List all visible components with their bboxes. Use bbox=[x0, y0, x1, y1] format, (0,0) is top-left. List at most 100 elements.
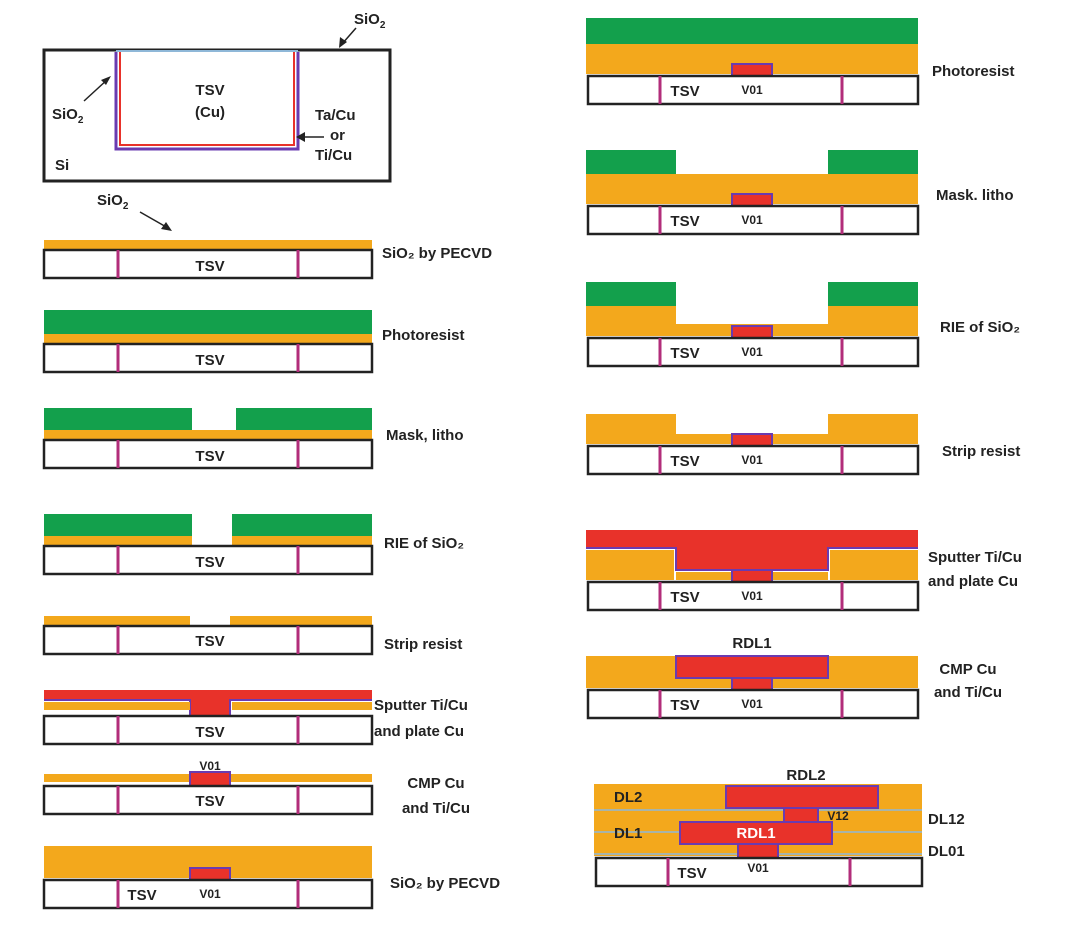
step-label: Photoresist bbox=[382, 327, 465, 344]
step-label: Mask, litho bbox=[386, 427, 464, 444]
via-label: V01 bbox=[741, 345, 763, 359]
copper-layer bbox=[586, 530, 918, 570]
step-label-2: and Ti/Cu bbox=[934, 684, 1002, 701]
silicon-block bbox=[42, 48, 392, 183]
photoresist-layer bbox=[44, 310, 372, 334]
left-step-8: TSV V01 SiO₂ by PECVD bbox=[42, 846, 500, 910]
photoresist-right bbox=[236, 408, 372, 430]
step-label: Strip resist bbox=[942, 443, 1020, 460]
left-step-5: TSV Strip resist bbox=[42, 616, 462, 656]
via-v01-label: V01 bbox=[747, 861, 769, 875]
photoresist-left bbox=[586, 282, 676, 306]
via-v01 bbox=[731, 569, 773, 583]
via-v01 bbox=[731, 193, 773, 207]
step-label: SiO₂ by PECVD bbox=[382, 245, 492, 262]
step-label: SiO₂ by PECVD bbox=[390, 875, 500, 892]
sio2-below-arrowhead bbox=[161, 222, 172, 231]
silicon-substrate bbox=[42, 544, 374, 576]
dl1-label: DL1 bbox=[614, 825, 642, 842]
step-label: Mask. litho bbox=[936, 187, 1014, 204]
via-v01 bbox=[737, 843, 779, 859]
tsv-label: TSV bbox=[670, 83, 699, 100]
sio2-left-label: SiO2 bbox=[52, 106, 84, 126]
photoresist-layer bbox=[586, 18, 918, 44]
step-label-1: Sputter Ti/Cu bbox=[374, 697, 468, 714]
tsv-label: TSV bbox=[670, 213, 699, 230]
right-step-4: TSV V01 Strip resist bbox=[586, 414, 1020, 476]
tsv-label: TSV bbox=[195, 82, 224, 99]
rdl2-label: RDL2 bbox=[786, 767, 825, 784]
via-v12-label: V12 bbox=[827, 809, 849, 823]
tsv-label: TSV bbox=[127, 887, 156, 904]
barrier-liner bbox=[114, 52, 300, 151]
photoresist-right bbox=[828, 282, 918, 306]
step-label: RIE of SiO₂ bbox=[940, 319, 1020, 336]
photoresist-left bbox=[586, 150, 676, 174]
oxide-layer bbox=[586, 414, 918, 444]
tsv-label: TSV bbox=[677, 865, 706, 882]
oxide-right bbox=[232, 536, 372, 546]
photoresist-right bbox=[828, 150, 918, 174]
left-step-3: TSV Mask, litho bbox=[42, 408, 464, 470]
silicon-substrate bbox=[42, 714, 374, 746]
silicon-substrate bbox=[42, 784, 374, 816]
left-step-2: TSV Photoresist bbox=[42, 310, 465, 374]
right-step-6: TSV V01 RDL1 CMP Cu and Ti/Cu bbox=[586, 635, 1002, 720]
step-label-2: and plate Cu bbox=[928, 573, 1018, 590]
oxide-left bbox=[44, 616, 190, 626]
right-step-2: TSV V01 Mask. litho bbox=[586, 150, 1014, 236]
left-step-1: TSV SiO₂ by PECVD bbox=[42, 240, 492, 280]
sio2-top-arrowhead bbox=[339, 37, 347, 48]
left-step-7: V01 TSV CMP Cu and Ti/Cu bbox=[42, 759, 470, 817]
tsv-label: TSV bbox=[195, 554, 224, 571]
oxide-right bbox=[830, 550, 918, 580]
via-v01 bbox=[731, 63, 773, 77]
silicon-substrate bbox=[42, 248, 374, 280]
silicon-substrate bbox=[594, 856, 924, 888]
barrier-label-1: Ta/Cu bbox=[315, 107, 356, 124]
tsv-label: TSV bbox=[195, 352, 224, 369]
tsv-label: TSV bbox=[195, 724, 224, 741]
via-label: V01 bbox=[741, 453, 763, 467]
step-label-1: Sputter Ti/Cu bbox=[928, 549, 1022, 566]
tsv-label: TSV bbox=[670, 453, 699, 470]
right-step-1: TSV V01 Photoresist bbox=[586, 18, 1015, 106]
step-label-2: and plate Cu bbox=[374, 723, 464, 740]
via-label: V01 bbox=[741, 589, 763, 603]
barrier-or-label: or bbox=[330, 127, 345, 144]
oxide-layer bbox=[44, 430, 372, 440]
right-step-3: TSV V01 RIE of SiO₂ bbox=[586, 282, 1020, 368]
photoresist-right bbox=[232, 514, 372, 536]
step-label: Photoresist bbox=[932, 63, 1015, 80]
silicon-substrate bbox=[42, 342, 374, 374]
oxide-left bbox=[44, 702, 190, 710]
si-label: Si bbox=[55, 157, 69, 174]
tsv-label: TSV bbox=[195, 633, 224, 650]
via-label: V01 bbox=[741, 697, 763, 711]
silicon-substrate bbox=[586, 204, 920, 236]
barrier-arrowhead bbox=[296, 132, 305, 142]
tsv-label: TSV bbox=[670, 589, 699, 606]
via-v01 bbox=[189, 867, 231, 881]
silicon-substrate bbox=[586, 580, 920, 612]
via-v01 bbox=[189, 771, 231, 787]
via-v01 bbox=[731, 433, 773, 447]
silicon-substrate bbox=[586, 336, 920, 368]
photoresist-left bbox=[44, 514, 192, 536]
tsv-cross-section: TSV (Cu) SiO2 Si Ta/Cu or Ti/Cu SiO2 SiO… bbox=[42, 11, 392, 231]
tsv-label: TSV bbox=[195, 448, 224, 465]
barrier-label-2: Ti/Cu bbox=[315, 147, 352, 164]
dl01-label: DL01 bbox=[928, 843, 965, 860]
step-label-1: CMP Cu bbox=[939, 661, 996, 678]
silicon-substrate bbox=[42, 438, 374, 470]
sio2-top-label: SiO2 bbox=[354, 11, 386, 31]
right-step-7: TSV V01 RDL2 RDL1 V12 DL2 DL1 DL12 DL01 bbox=[594, 767, 965, 888]
dl2-label: DL2 bbox=[614, 789, 642, 806]
silicon-substrate bbox=[586, 688, 920, 720]
step-label: RIE of SiO₂ bbox=[384, 535, 464, 552]
step-label-1: CMP Cu bbox=[407, 775, 464, 792]
oxide-left bbox=[44, 536, 192, 546]
tsv-label: TSV bbox=[670, 697, 699, 714]
step-label-2: and Ti/Cu bbox=[402, 800, 470, 817]
